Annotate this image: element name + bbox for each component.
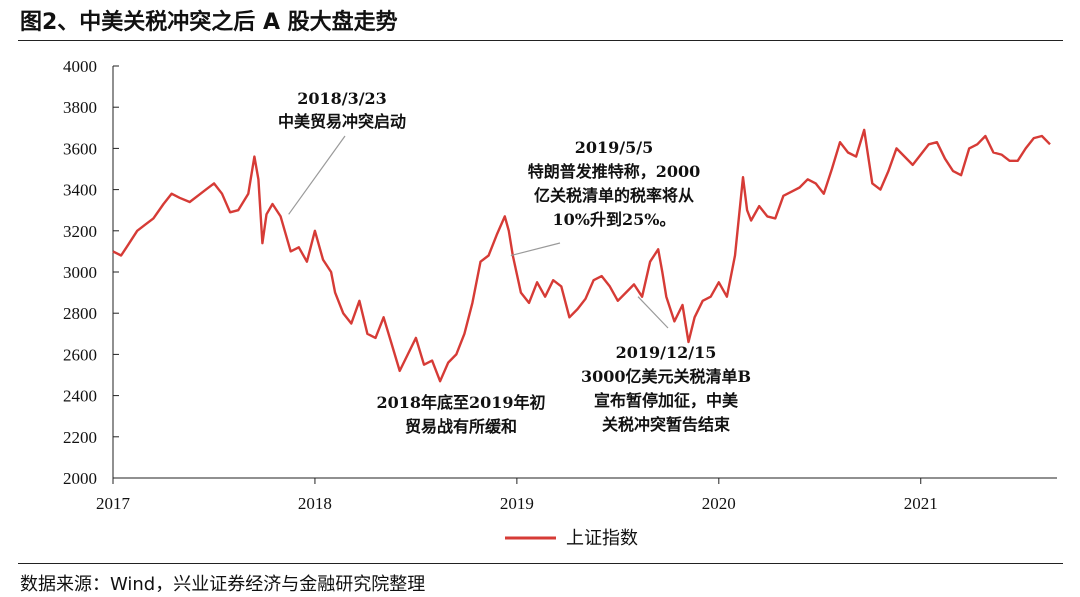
top-rule <box>18 40 1063 41</box>
y-tick-label: 3600 <box>63 139 97 158</box>
y-tick-label: 2000 <box>63 469 97 488</box>
series-line-shanghai-index <box>112 128 1051 383</box>
y-axis: 2000 2200 2400 2600 2800 3000 3200 3400 3600 3800… <box>63 57 119 488</box>
x-tick-label: 2018 <box>298 494 332 513</box>
annotation-text: 关税冲突暂告结束 <box>602 415 731 434</box>
y-tick-label: 3000 <box>63 263 97 282</box>
x-tick-label: 2021 <box>904 494 938 513</box>
y-tick-label: 3200 <box>63 222 97 241</box>
annotation-text: 2019/12/15 <box>616 343 717 362</box>
x-tick-label: 2017 <box>96 494 131 513</box>
figure-title: 图2、中美关税冲突之后 A 股大盘走势 <box>20 10 398 35</box>
annotation-leader-line <box>637 296 669 329</box>
annotation-leader-line <box>510 242 561 257</box>
annotation-text: 10%升到25%。 <box>553 210 676 229</box>
annotation-text: 中美贸易冲突启动 <box>278 112 406 131</box>
bottom-rule <box>18 563 1063 564</box>
y-tick-label: 3400 <box>63 181 97 200</box>
series-layer <box>112 128 1051 383</box>
x-axis: 2017 2018 2019 2020 2021 <box>96 477 1057 513</box>
source-note: 数据来源：Wind，兴业证券经济与金融研究院整理 <box>20 574 426 595</box>
annotation-text: 2018年底至2019年初 <box>376 393 545 412</box>
y-tick-label: 2400 <box>63 387 97 406</box>
annotation-text: 宣布暂停加征，中美 <box>594 391 739 410</box>
annotation-layer: 2018/3/23 中美贸易冲突启动 2019/5/5 特朗普发推特称，2000 亿关税… <box>278 89 751 436</box>
legend: 上证指数 <box>505 528 638 549</box>
annotation-text: 亿关税清单的税率将从 <box>534 186 694 205</box>
annotation-text: 特朗普发推特称，2000 <box>528 162 701 181</box>
annotation-text: 2019/5/5 <box>575 138 653 157</box>
y-tick-label: 2200 <box>63 428 97 447</box>
x-tick-label: 2019 <box>500 494 534 513</box>
y-tick-label: 3800 <box>63 98 97 117</box>
y-tick-label: 2800 <box>63 304 97 323</box>
x-tick-label: 2020 <box>702 494 736 513</box>
annotation-text: 贸易战有所缓和 <box>405 417 517 436</box>
annotation-leader-line <box>288 135 346 215</box>
annotation-text: 2018/3/23 <box>297 89 387 108</box>
y-tick-label: 4000 <box>63 57 97 76</box>
y-tick-label: 2600 <box>63 345 97 364</box>
annotation-text: 3000亿美元关税清单B <box>581 367 751 386</box>
legend-label: 上证指数 <box>566 528 638 549</box>
